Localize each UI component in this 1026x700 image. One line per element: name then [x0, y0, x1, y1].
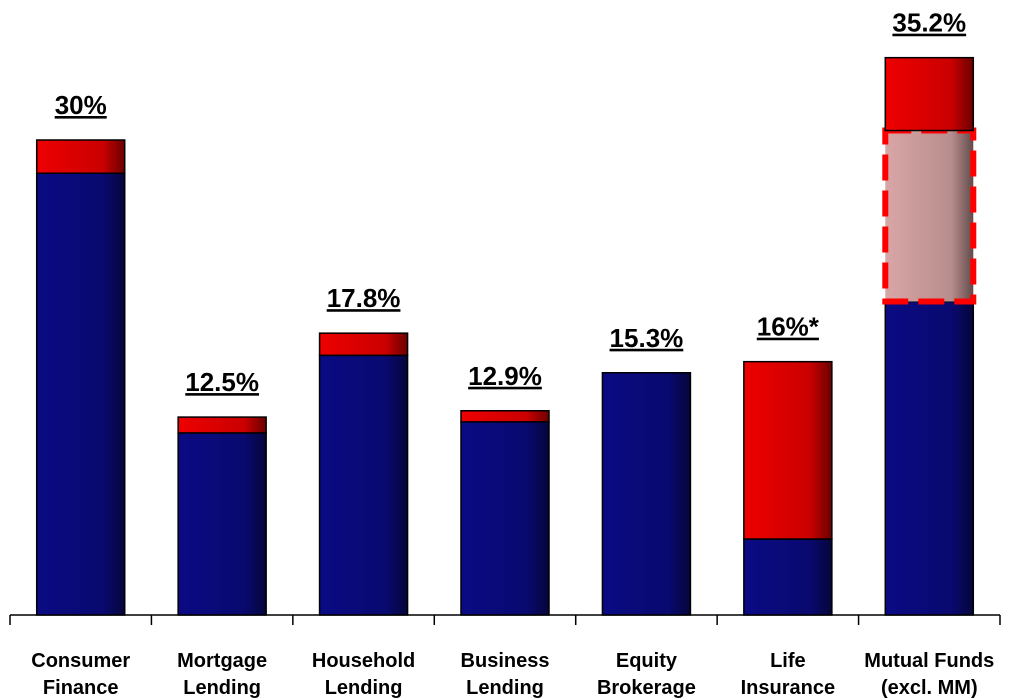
x-tick-label: Lending	[466, 677, 544, 699]
bar-segment	[35, 139, 126, 174]
bar-segment	[318, 332, 409, 357]
total-label: 35.2%	[892, 8, 966, 38]
x-tick-label: Finance	[43, 677, 119, 699]
x-tick-label: Consumer	[31, 650, 130, 672]
total-label: 17.8%	[327, 283, 401, 313]
x-tick-label: Equity	[616, 650, 678, 672]
x-tick-label: Household	[312, 650, 415, 672]
bar-segment	[884, 300, 975, 616]
x-tick-label: Lending	[183, 677, 261, 699]
x-tick-label: Brokerage	[597, 677, 696, 699]
bar-segment	[601, 372, 692, 616]
x-tick-label: Insurance	[741, 677, 835, 699]
x-tick-label: Mutual Funds	[864, 650, 994, 672]
total-label: 15.3%	[610, 323, 684, 353]
total-label: 12.5%	[185, 367, 259, 397]
x-tick-label: Life	[770, 650, 806, 672]
bar-segment	[318, 354, 409, 616]
total-label: 30%	[55, 90, 107, 120]
bar-segment	[35, 172, 126, 616]
bar-segment	[743, 360, 833, 540]
bar-segment	[177, 416, 267, 434]
total-label: 16%*	[757, 312, 820, 342]
bar-segment	[743, 538, 833, 616]
x-tick-label: Mortgage	[177, 650, 267, 672]
bar-segment	[884, 56, 975, 132]
bar-segment	[460, 410, 550, 423]
bar-segment	[177, 432, 267, 616]
bar-segment	[460, 421, 550, 616]
x-tick-label: Lending	[325, 677, 403, 699]
x-tick-label: Business	[461, 650, 550, 672]
x-tick-label: (excl. MM)	[881, 677, 978, 699]
bar-segment	[882, 127, 977, 305]
total-label: 12.9%	[468, 361, 542, 391]
